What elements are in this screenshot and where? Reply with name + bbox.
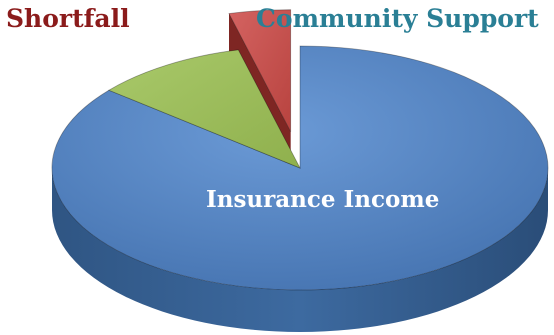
- pie-slice-shortfall: [228, 9, 292, 132]
- pie-slice-insurance-income: [51, 45, 549, 291]
- slice-label-insurance-income: Insurance Income: [206, 186, 440, 213]
- slice-label-community-support: Community Support: [256, 4, 539, 33]
- pie-slice-community-support: [108, 49, 301, 169]
- pie-side-insurance-income: [52, 168, 548, 332]
- slice-label-shortfall: Shortfall: [6, 4, 130, 33]
